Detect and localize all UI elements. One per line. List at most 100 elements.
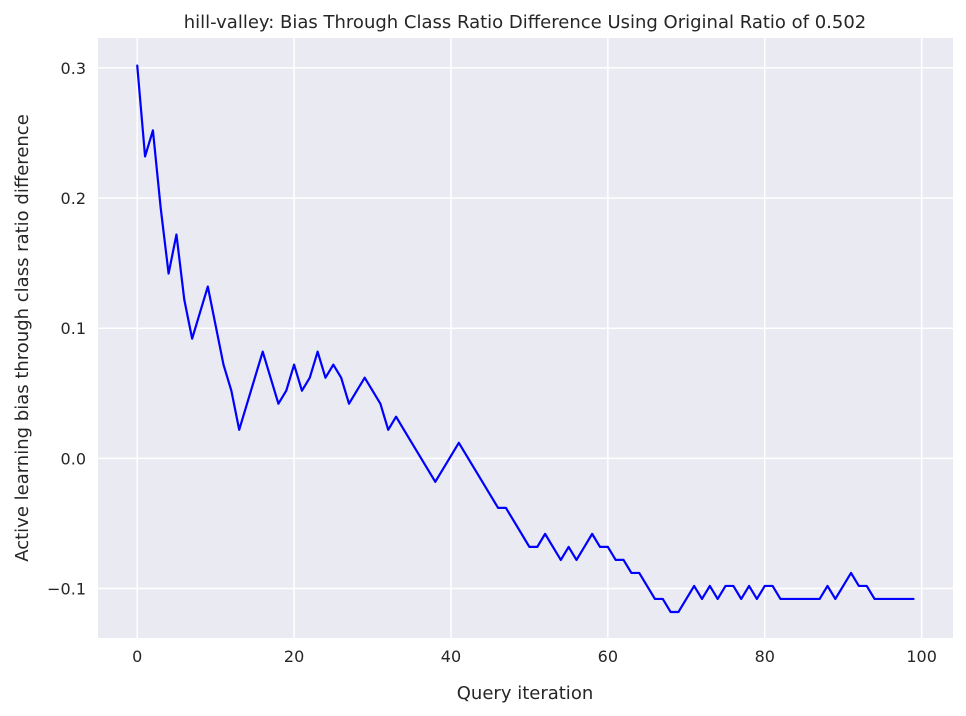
- data-point: [567, 545, 570, 548]
- data-point: [379, 402, 382, 405]
- data-point: [912, 598, 915, 600]
- x-tick-label: 0: [132, 647, 142, 666]
- y-tick-label: −0.1: [47, 580, 86, 599]
- data-point: [191, 337, 194, 340]
- data-point: [732, 585, 735, 587]
- y-axis-ticks: −0.1 0.0 0.1 0.2 0.3: [47, 59, 86, 599]
- data-point: [152, 129, 154, 132]
- y-tick-label: 0.2: [61, 189, 86, 208]
- data-point: [473, 467, 476, 470]
- data-point: [599, 545, 601, 548]
- data-point: [504, 506, 507, 509]
- data-point: [818, 598, 821, 600]
- data-point: [881, 598, 884, 600]
- data-point: [512, 519, 515, 522]
- data-point: [222, 363, 225, 366]
- data-point: [661, 598, 664, 600]
- data-point: [646, 585, 648, 587]
- data-point: [724, 585, 727, 587]
- data-point: [591, 532, 594, 535]
- data-point: [669, 611, 672, 613]
- data-point: [803, 598, 805, 600]
- data-point: [787, 598, 790, 600]
- x-tick-label: 100: [906, 647, 937, 666]
- data-point: [842, 585, 845, 587]
- data-point: [159, 207, 162, 210]
- plot-background: [98, 38, 953, 638]
- data-point: [685, 598, 688, 600]
- data-point: [614, 559, 617, 561]
- data-point: [206, 285, 209, 288]
- data-point: [701, 598, 703, 600]
- data-point: [606, 545, 609, 548]
- data-point: [465, 454, 468, 457]
- data-point: [301, 389, 303, 392]
- y-tick-label: 0.1: [61, 319, 86, 338]
- data-point: [371, 389, 374, 392]
- data-point: [348, 402, 350, 405]
- data-point: [905, 598, 907, 600]
- data-point: [403, 428, 405, 431]
- data-point: [528, 545, 531, 548]
- data-point: [795, 598, 798, 600]
- data-point: [434, 480, 437, 483]
- data-point: [622, 559, 625, 561]
- data-point: [340, 376, 343, 379]
- data-point: [583, 545, 586, 548]
- data-point: [418, 454, 421, 457]
- data-point: [199, 311, 201, 314]
- data-point: [693, 585, 696, 587]
- data-point: [324, 376, 327, 379]
- data-point: [285, 389, 288, 392]
- data-point: [771, 585, 774, 587]
- x-axis-ticks: 0 20 40 60 80 100: [132, 647, 937, 666]
- data-point: [826, 585, 829, 587]
- x-axis-title: Query iteration: [457, 683, 593, 704]
- data-point: [630, 572, 633, 574]
- data-point: [144, 155, 146, 158]
- data-point: [559, 559, 562, 561]
- data-point: [230, 389, 233, 392]
- data-point: [489, 493, 492, 496]
- data-point: [755, 598, 758, 600]
- data-point: [277, 402, 280, 405]
- data-point: [167, 272, 170, 275]
- data-point: [763, 585, 766, 587]
- data-point: [810, 598, 813, 600]
- data-point: [748, 585, 750, 587]
- data-point: [316, 350, 319, 353]
- data-point: [716, 598, 719, 600]
- data-point: [214, 324, 217, 327]
- chart-title: hill-valley: Bias Through Class Ratio Di…: [184, 12, 867, 33]
- data-point: [708, 585, 711, 587]
- data-point: [865, 585, 868, 587]
- data-point: [410, 441, 413, 444]
- data-point: [481, 480, 484, 483]
- data-point: [183, 298, 186, 301]
- x-tick-label: 80: [755, 647, 775, 666]
- y-tick-label: 0.0: [61, 449, 86, 468]
- data-point: [269, 376, 272, 379]
- data-point: [355, 389, 358, 392]
- data-point: [520, 532, 523, 535]
- data-point: [740, 598, 743, 600]
- data-point: [873, 598, 876, 600]
- series-line-bias: [136, 65, 914, 614]
- data-point: [387, 428, 390, 431]
- data-point: [175, 233, 178, 236]
- data-point: [779, 598, 782, 600]
- data-point: [450, 454, 452, 457]
- data-point: [363, 376, 366, 379]
- x-tick-label: 20: [284, 647, 304, 666]
- y-tick-label: 0.3: [61, 59, 86, 78]
- data-point: [536, 545, 539, 548]
- data-point: [261, 350, 264, 353]
- data-point: [457, 441, 460, 444]
- grid-lines: [98, 38, 953, 638]
- data-point: [332, 363, 335, 366]
- data-point: [246, 402, 248, 405]
- data-point: [497, 506, 499, 509]
- series-group: [136, 64, 915, 614]
- data-point: [426, 467, 429, 470]
